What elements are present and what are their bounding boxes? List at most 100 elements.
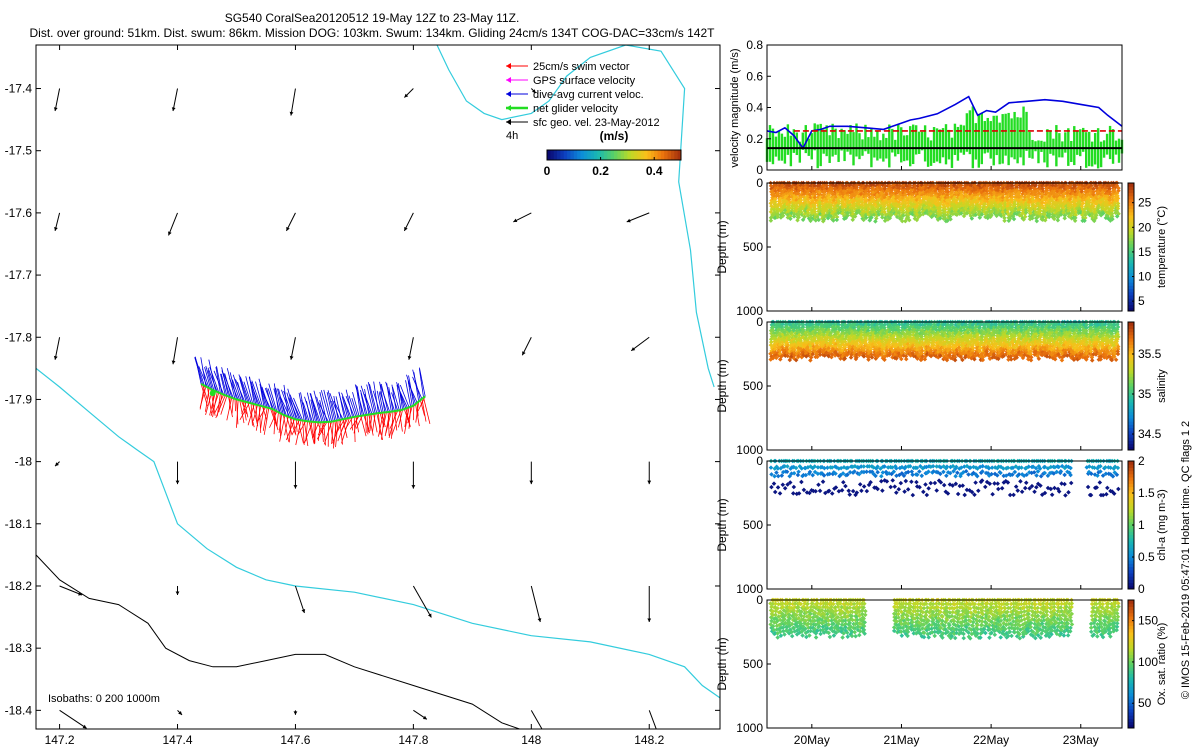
velocity-ytick-label: 0.4 xyxy=(746,101,763,115)
colorbar-cell xyxy=(634,150,638,160)
colorbar-cell xyxy=(677,150,682,160)
colorbar-cell xyxy=(587,150,592,160)
net-velocity-bar xyxy=(983,121,986,154)
swim-vector xyxy=(220,395,228,415)
dac-vector xyxy=(239,376,250,403)
map-ytick-label: -17.5 xyxy=(5,144,33,158)
dac-vector xyxy=(419,369,424,398)
section-ytick-label: 0 xyxy=(756,176,763,190)
dac-vector xyxy=(273,388,281,414)
sfc-vector-head xyxy=(404,93,409,98)
swim-vector xyxy=(273,409,278,427)
sfc-vector-head xyxy=(55,462,59,467)
net-velocity-bar xyxy=(950,137,954,168)
net-velocity-bar xyxy=(1111,129,1115,164)
sfc-vector-head xyxy=(522,351,526,356)
swim-vector xyxy=(200,383,208,407)
section-point xyxy=(1002,218,1007,224)
section-colorbar-tick-label: 15 xyxy=(1138,245,1152,259)
sfc-vector xyxy=(290,88,296,116)
section-colorbar-cell xyxy=(1128,240,1134,245)
net-velocity-bar xyxy=(1010,118,1013,158)
swim-vector xyxy=(349,415,360,430)
dac-vector xyxy=(396,382,407,409)
section-colorbar-cell xyxy=(1128,304,1134,309)
colorbar-cell xyxy=(620,150,625,160)
net-velocity-bar xyxy=(929,140,933,166)
map-ytick-label: -18.4 xyxy=(5,703,33,717)
dac-vector xyxy=(267,388,276,411)
net-velocity-bar xyxy=(1031,139,1034,159)
colorbar-cell xyxy=(557,150,561,160)
section-colorbar-cell xyxy=(1128,338,1134,342)
net-velocity-bar xyxy=(822,129,825,154)
net-velocity-bar xyxy=(1004,113,1007,156)
velocity-ylabel: velocity magnitude (m/s) xyxy=(729,48,741,167)
sfc-vector xyxy=(648,710,657,729)
net-velocity-bar xyxy=(965,113,969,152)
net-velocity-bar xyxy=(855,123,858,157)
swim-vector xyxy=(239,400,245,424)
swim-vector xyxy=(382,412,387,428)
dac-vector xyxy=(243,381,252,404)
swim-vector xyxy=(311,422,320,439)
section-point xyxy=(799,479,804,485)
sfc-vector-head xyxy=(53,355,58,360)
swim-vector xyxy=(381,412,386,428)
legend-label: 25cm/s swim vector xyxy=(533,61,630,73)
swim-vector xyxy=(378,412,384,437)
section-colorbar-cell xyxy=(1128,253,1134,258)
section-colorbar-cell xyxy=(1128,334,1134,339)
section-colorbar-cell xyxy=(1128,231,1134,235)
colorbar-cell xyxy=(674,150,679,160)
section-ytick-label: 500 xyxy=(743,240,763,254)
dac-vector xyxy=(229,377,239,401)
net-velocity-bar xyxy=(944,124,948,165)
section-point xyxy=(801,487,807,493)
swim-vector xyxy=(291,419,300,436)
section-point xyxy=(791,491,796,496)
dac-vector xyxy=(398,383,403,410)
dac-vector xyxy=(354,384,365,416)
swim-vector xyxy=(279,415,286,442)
colorbar-cell xyxy=(590,150,595,160)
section-colorbar-cell xyxy=(1128,357,1134,361)
colorbar-cell xyxy=(560,150,565,160)
dac-vector xyxy=(341,396,349,419)
swim-vector xyxy=(226,397,233,421)
sfc-vector xyxy=(408,337,414,360)
map-xtick-label: 147.2 xyxy=(45,733,75,747)
dac-vector xyxy=(268,383,278,412)
net-velocity-bar xyxy=(986,117,989,153)
figure-title: SG540 CoralSea20120512 19-May 12Z to 23-… xyxy=(225,11,520,25)
swim-vector xyxy=(263,407,270,435)
dac-vector xyxy=(248,376,257,405)
net-velocity-bar xyxy=(914,125,918,155)
dac-vector xyxy=(399,384,410,408)
colorbar-cell xyxy=(597,150,602,160)
sfc-vector-head xyxy=(171,360,176,365)
section-point xyxy=(795,472,801,478)
net-velocity-bar xyxy=(1117,138,1121,163)
dac-vector xyxy=(313,390,323,423)
dac-vector xyxy=(283,390,294,419)
net-velocity-bar xyxy=(834,128,837,155)
colorbar-cell xyxy=(650,150,655,160)
sfc-vector xyxy=(54,88,61,112)
glider-start-marker xyxy=(209,390,216,397)
colorbar-cell xyxy=(553,150,558,160)
net-velocity-bar xyxy=(1082,127,1085,152)
net-velocity-bar xyxy=(1085,132,1088,168)
swim-vector xyxy=(340,418,349,432)
swim-vector xyxy=(385,411,392,434)
dac-vector xyxy=(396,384,402,411)
section-point xyxy=(1062,215,1067,221)
dac-vector xyxy=(255,381,263,407)
sfc-vector-head xyxy=(626,218,631,223)
net-velocity-track xyxy=(200,383,426,424)
map-xtick-label: 147.8 xyxy=(398,733,428,747)
sfc-vector-head xyxy=(175,480,180,485)
net-velocity-bar xyxy=(888,124,891,168)
dac-vector xyxy=(232,379,241,401)
section-colorbar-label: temperature (°C) xyxy=(1156,206,1168,288)
